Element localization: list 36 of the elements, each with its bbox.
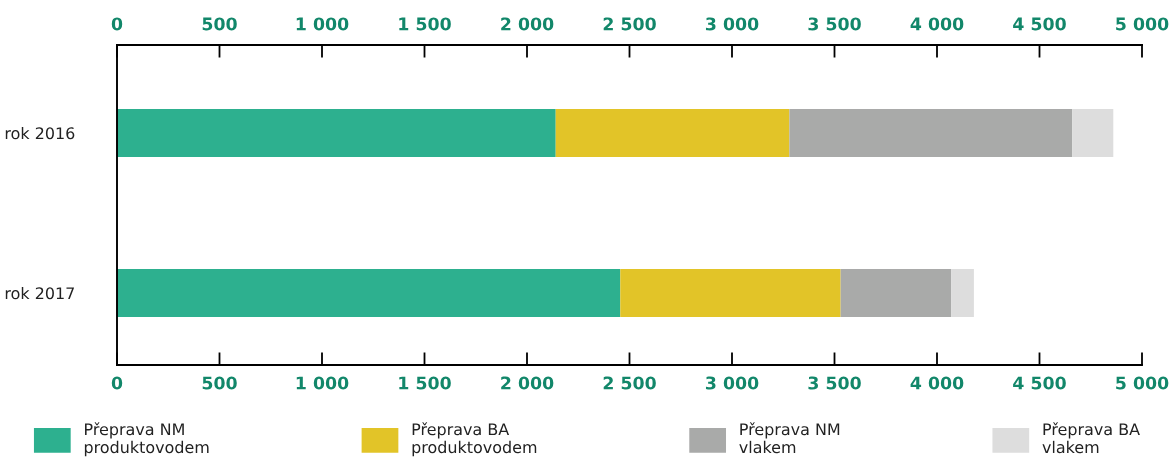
x2-tick-label: 1 500 (399, 17, 451, 31)
x-tick-label: 4 500 (1013, 376, 1066, 390)
x-tick-label: 500 (202, 376, 237, 390)
x-tick-label: 2 500 (603, 376, 656, 390)
x2-tick-label: 3 500 (808, 17, 861, 31)
x2-tick-label: 1 000 (296, 17, 349, 31)
x2-tick-label: 3 000 (705, 17, 759, 31)
bar (620, 269, 841, 317)
y-tick-label: rok 2016 (5, 126, 75, 140)
bar (840, 269, 952, 317)
x2-tick-label: 500 (202, 17, 237, 31)
x-tick-label: 0 (111, 376, 123, 390)
x2-tick-label: 2 000 (501, 17, 554, 31)
y-tick-label: rok 2017 (5, 286, 74, 300)
x-tick-label: 3 500 (808, 376, 861, 390)
bar (117, 109, 556, 157)
bar (555, 109, 790, 157)
x-tick-label: 2 000 (501, 376, 554, 390)
x2-tick-label: 4 000 (910, 17, 964, 31)
legend-label: Přeprava NM produktovodem (84, 422, 209, 457)
x2-tick-label: 0 (111, 17, 123, 31)
x2-tick-label: 5 000 (1116, 17, 1169, 31)
legend-label: Přeprava BA vlakem (1042, 422, 1140, 454)
legend-label: Přeprava NM vlakem (739, 422, 840, 454)
x2-tick-label: 4 500 (1013, 17, 1066, 31)
bar (951, 269, 974, 317)
x-tick-label: 5 000 (1116, 376, 1169, 390)
legend-label: Přeprava BA produktovodem (412, 422, 537, 457)
bar (1072, 109, 1114, 157)
x-tick-label: 1 500 (399, 376, 451, 390)
x2-tick-label: 2 500 (603, 17, 656, 31)
bar (789, 109, 1073, 157)
bar (117, 269, 621, 317)
x-tick-label: 4 000 (910, 376, 964, 390)
x-tick-label: 3 000 (705, 376, 759, 390)
x-tick-label: 1 000 (296, 376, 349, 390)
